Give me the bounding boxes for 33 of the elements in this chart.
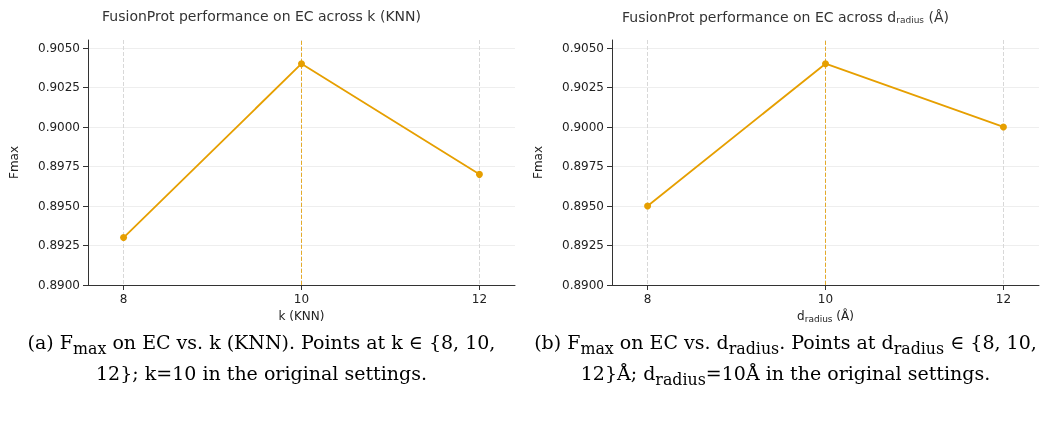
y-tick-label: 0.8975 xyxy=(562,159,604,174)
y-tick-label: 0.9000 xyxy=(38,119,80,134)
point xyxy=(644,202,652,210)
text: (b) F$_{max}$ on EC vs. d$_{radius}$. Points at d$_{radius}$ ∈ {8, 10, 12}Å; d$_{radius}$=10Å in the original settings. xyxy=(534,331,1037,389)
point xyxy=(120,234,128,242)
y-tick-label: 0.8900 xyxy=(562,278,604,292)
x-tick-label: 10 xyxy=(817,292,834,306)
point xyxy=(475,170,483,178)
y-tick-label: 0.9050 xyxy=(38,40,80,55)
y-tick-label: 0.8925 xyxy=(38,238,80,253)
chart-title: FusionProt performance on EC across k (KNN) xyxy=(102,8,421,24)
y-tick-label: 0.9050 xyxy=(562,40,604,55)
point xyxy=(822,60,829,68)
x-tick-label: 12 xyxy=(995,292,1012,306)
y-tick-label: 0.8975 xyxy=(38,159,80,174)
point xyxy=(999,123,1007,131)
point xyxy=(298,60,305,68)
x-tick-label: 8 xyxy=(643,292,652,306)
chart-title: FusionProt performance on EC across dradius (Å) xyxy=(622,8,949,25)
y-tick-label: 0.9000 xyxy=(562,119,604,134)
y-tick-label: 0.8925 xyxy=(562,238,604,253)
text: (a) F$_{max}$ on EC vs. k (KNN). Points at k ∈ {8, 10, 12}; k=10 in the original settings. xyxy=(26,330,497,385)
y-axis-title: Fmax xyxy=(531,145,545,180)
y-tick-label: 0.9025 xyxy=(562,80,604,95)
y-tick-label: 0.8950 xyxy=(562,198,604,213)
y-axis-title: Fmax xyxy=(7,145,21,180)
x-tick-label: 12 xyxy=(471,292,488,306)
y-tick-label: 0.9025 xyxy=(38,80,80,95)
y-tick-label: 0.8950 xyxy=(38,198,80,213)
x-tick-label: 8 xyxy=(119,292,128,306)
x-axis-title: k (KNN) xyxy=(278,308,325,323)
x-tick-label: 10 xyxy=(293,292,310,306)
y-tick-label: 0.8900 xyxy=(38,278,80,292)
